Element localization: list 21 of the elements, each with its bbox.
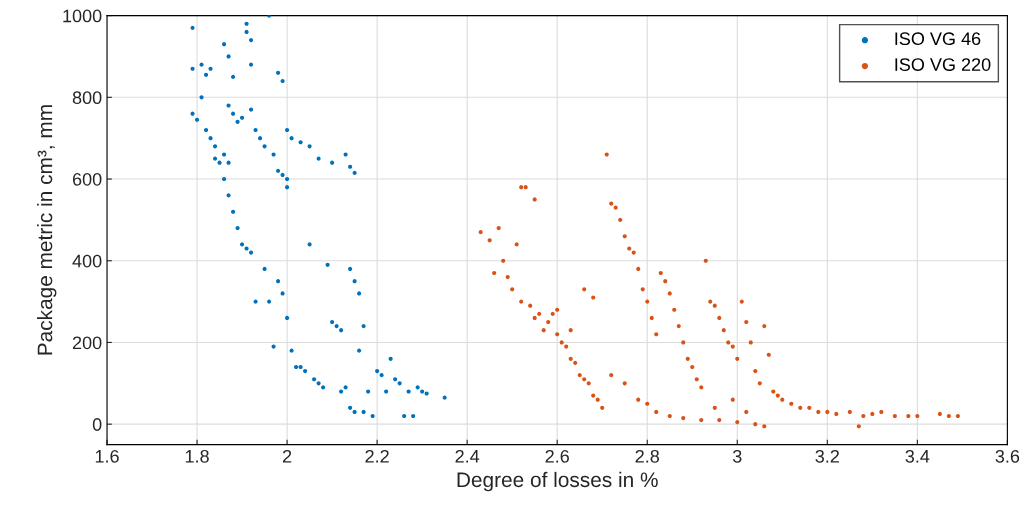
x-tick-label: 2 [282,449,292,463]
y-tick-label: 800 [72,91,102,105]
y-tick-label: 0 [92,418,102,431]
x-tick-label: 1.8 [185,449,209,463]
x-axis-title: Degree of losses in % [457,471,658,492]
x-tick-label: 2.8 [635,449,660,463]
y-tick-label: 1000 [63,9,102,23]
x-tick-label: 3 [732,449,742,463]
x-tick-label: 2.2 [365,449,389,463]
x-tick-label: 3.6 [995,449,1020,463]
y-tick-label: 600 [72,172,102,186]
x-tick-label: 2.6 [545,449,569,463]
x-tick-label: 1.6 [95,449,119,463]
y-tick-label: 200 [72,336,102,350]
x-tick-label: 2.4 [455,449,480,463]
legend-label: ISO VG 220 [895,58,991,71]
y-axis-title: Package metric in cm³, mm [37,105,57,355]
x-tick-label: 3.4 [905,449,930,463]
y-tick-label: 400 [72,254,102,268]
x-tick-label: 3.2 [815,449,839,463]
legend-label: ISO VG 46 [895,32,981,46]
